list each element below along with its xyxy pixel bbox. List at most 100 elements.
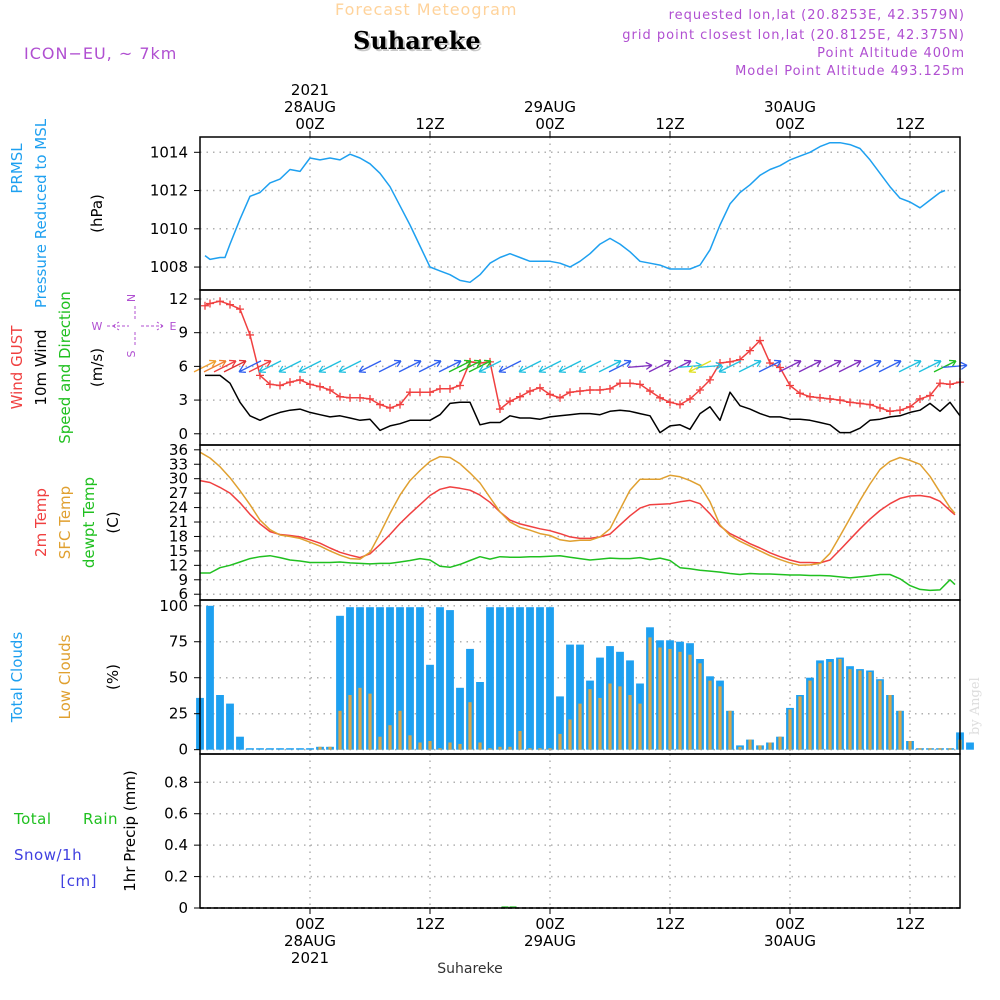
bar-low-clouds (898, 710, 902, 750)
wind-direction-arrow (578, 360, 602, 373)
bar-low-clouds (868, 672, 872, 750)
panel-label: (hPa) (88, 194, 106, 233)
gust-point-marker (406, 388, 414, 397)
precip-legend-label: Snow/1h (14, 846, 82, 864)
bar-low-clouds (558, 733, 562, 750)
gust-point-marker (546, 390, 554, 399)
model-label: ICON−EU, ~ 7km (24, 44, 178, 63)
gust-point-marker (496, 405, 504, 414)
gust-point-marker (376, 400, 384, 409)
gust-point-marker (786, 381, 794, 390)
bar-total-clouds (516, 607, 524, 750)
gust-point-marker (506, 397, 514, 406)
gust-point-marker (896, 406, 904, 415)
wind-direction-arrow (648, 359, 672, 373)
bar-total-clouds (296, 748, 304, 750)
bar-low-clouds (538, 748, 542, 750)
panel-label: SFC Temp (56, 486, 74, 559)
footer-location: Suhareke (437, 961, 503, 977)
wind-direction-arrow (718, 360, 742, 373)
gust-point-marker (326, 385, 334, 394)
compass-e: E (170, 320, 177, 333)
gust-point-marker (306, 380, 314, 389)
bar-low-clouds (488, 748, 492, 750)
bar-total-clouds (416, 607, 424, 750)
panel-label: Wind GUST (8, 325, 26, 410)
bar-low-clouds (638, 703, 642, 750)
wind-direction-arrow (448, 359, 472, 373)
gust-point-marker (616, 379, 624, 388)
bar-total-clouds (456, 687, 464, 750)
panel-label: 10m Wind (32, 329, 50, 405)
y-tick-label: 1014 (150, 143, 188, 161)
wind-direction-arrow (238, 360, 262, 373)
gust-point-marker (946, 380, 954, 389)
y-tick-label: 33 (169, 455, 188, 473)
precip-legend-label: [cm] (60, 872, 97, 890)
gust-point-marker (316, 382, 324, 391)
wind-direction-arrow (738, 359, 762, 373)
bar-total-clouds (576, 644, 584, 750)
bar-total-clouds (226, 703, 234, 750)
top-time-label: 00Z (535, 115, 564, 133)
gust-point-marker (846, 398, 854, 407)
bar-low-clouds (828, 661, 832, 750)
bar-total-clouds (506, 607, 514, 750)
bar-low-clouds (598, 697, 602, 750)
series-line-10m-wind (205, 374, 961, 434)
gust-point-marker (346, 393, 354, 402)
wind-direction-arrow (298, 360, 322, 373)
gust-point-marker (426, 388, 434, 397)
y-tick-label: 1008 (150, 258, 188, 276)
bar-low-clouds (928, 748, 932, 750)
bottom-time-label: 12Z (415, 915, 444, 933)
bar-low-clouds (468, 702, 472, 750)
bar-total-clouds (556, 696, 564, 750)
wind-direction-arrow (478, 360, 502, 373)
gust-point-marker (566, 388, 574, 397)
panel-label: PRMSL (8, 143, 26, 194)
wind-direction-arrow (688, 360, 712, 373)
y-tick-label: 30 (169, 470, 188, 488)
wind-direction-arrow (778, 359, 802, 373)
panel-label: (%) (104, 664, 122, 690)
bar-low-clouds (768, 742, 772, 750)
panel-label: 2m Temp (32, 488, 50, 557)
wind-direction-arrow (338, 360, 362, 373)
y-tick-label: 50 (169, 669, 188, 687)
bar-low-clouds (878, 680, 882, 750)
gust-point-marker (826, 394, 834, 403)
bar-low-clouds (478, 742, 482, 750)
top-time-label: 12Z (415, 115, 444, 133)
wind-direction-arrow (538, 360, 562, 373)
compass-w: W (92, 320, 103, 333)
gust-point-marker (726, 357, 734, 366)
gust-point-marker (746, 346, 754, 355)
bar-low-clouds (858, 670, 862, 750)
panel-frame (199, 289, 961, 446)
gust-point-marker (226, 300, 234, 309)
panel-label: (C) (104, 511, 122, 533)
gust-point-marker (656, 393, 664, 402)
model-point-altitude: Model Point Altitude 493.125m (735, 64, 965, 79)
y-tick-label: 9 (178, 324, 188, 342)
location-title: Suhareke (353, 26, 481, 55)
wind-direction-arrow (213, 359, 237, 373)
top-time-label: 28AUG (284, 98, 336, 116)
bar-low-clouds (808, 680, 812, 750)
bar-total-clouds (436, 607, 444, 750)
bar-low-clouds (608, 683, 612, 750)
bar-low-clouds (388, 725, 392, 750)
gust-point-marker (596, 385, 604, 394)
bar-total-clouds (396, 607, 404, 750)
gust-point-marker (736, 355, 744, 364)
gust-point-marker (586, 385, 594, 394)
bar-total-clouds (446, 610, 454, 750)
bar-low-clouds (618, 686, 622, 750)
bar-low-clouds (368, 693, 372, 750)
bar-low-clouds (378, 736, 382, 750)
gust-point-marker (276, 381, 284, 390)
gust-point-marker (256, 371, 264, 380)
wind-direction-arrow (668, 359, 692, 373)
compass-s: S (125, 350, 138, 357)
